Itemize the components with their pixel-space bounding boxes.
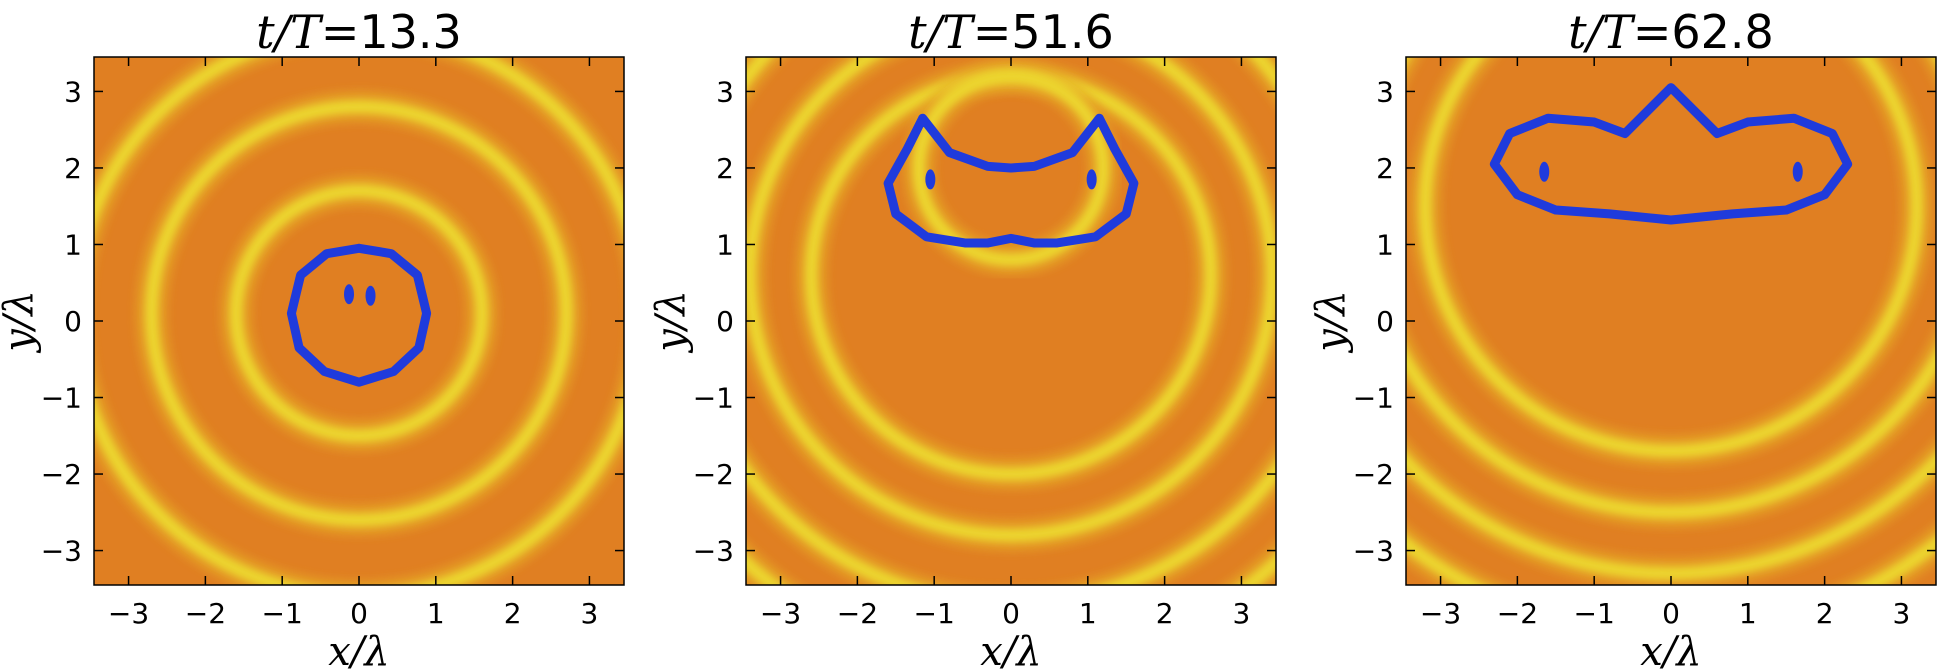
droplet — [1539, 161, 1550, 182]
y-tick-label: −3 — [693, 535, 734, 568]
x-tick-label: −1 — [914, 597, 955, 630]
x-tick-label: −1 — [1574, 597, 1615, 630]
droplet — [365, 285, 376, 306]
droplet — [344, 284, 355, 305]
interface-contour — [883, 113, 1139, 248]
y-tick-label: 3 — [64, 75, 82, 108]
panel-title-variable: t/T — [1568, 5, 1636, 59]
droplet — [1792, 161, 1803, 182]
interface-contour — [1489, 83, 1853, 225]
wave-field — [94, 57, 624, 585]
y-tick-label: −2 — [1353, 458, 1394, 491]
y-axis-label: y/λ — [1308, 290, 1354, 353]
y-tick-label: 2 — [1376, 152, 1394, 185]
y-tick-label: 1 — [1376, 228, 1394, 261]
x-tick-label: 3 — [1233, 597, 1251, 630]
y-tick-label: −1 — [1353, 382, 1394, 415]
y-tick-label: −1 — [41, 382, 82, 415]
panel-3: −3 −2 −1 0 1 2 3 −3 −2 −1 0 1 2 3 x/λ y/λ t/T=62.8 — [1308, 5, 1937, 672]
x-tick-label: 2 — [1816, 597, 1834, 630]
x-tick-label: 0 — [1002, 597, 1020, 630]
y-tick-label: −3 — [41, 535, 82, 568]
x-tick-label: −1 — [262, 597, 303, 630]
y-tick-label: 3 — [716, 75, 734, 108]
y-axis-label: y/λ — [0, 290, 42, 353]
y-tick-label: 3 — [1376, 75, 1394, 108]
panel-title-variable: t/T — [908, 5, 976, 59]
y-tick-label: 2 — [716, 152, 734, 185]
x-tick-label: 2 — [1156, 597, 1174, 630]
x-tick-label: 0 — [350, 597, 368, 630]
x-tick-label: 1 — [427, 597, 445, 630]
panel-title-value: =13.3 — [321, 5, 462, 59]
y-tick-label: 0 — [1376, 305, 1394, 338]
panel-title-variable: t/T — [256, 5, 324, 59]
panel-title: t/T=51.6 — [908, 5, 1114, 59]
panel-title-value: =51.6 — [973, 5, 1114, 59]
y-tick-label: −2 — [41, 458, 82, 491]
x-tick-label: −3 — [108, 597, 149, 630]
x-tick-label: 1 — [1079, 597, 1097, 630]
field-background — [746, 57, 1276, 585]
wave-band — [229, 183, 489, 443]
field-background — [94, 57, 624, 585]
panel-1: −3 −2 −1 0 1 2 3 −3 −2 −1 0 1 2 3 x/λ y/λ t/T=13.3 — [0, 5, 625, 672]
x-axis-label: x/λ — [328, 629, 389, 672]
x-tick-label: 2 — [504, 597, 522, 630]
x-tick-label: −2 — [837, 597, 878, 630]
wave-band — [144, 99, 574, 527]
x-tick-label: 3 — [581, 597, 599, 630]
wave-band — [1406, 57, 1936, 520]
wave-field — [746, 57, 1276, 585]
wave-band — [1418, 57, 1924, 459]
y-tick-label: −3 — [1353, 535, 1394, 568]
x-tick-label: −2 — [185, 597, 226, 630]
x-tick-label: −3 — [760, 597, 801, 630]
wave-band — [746, 57, 1276, 543]
panel-title-value: =62.8 — [1633, 5, 1774, 59]
y-tick-label: 2 — [64, 152, 82, 185]
y-tick-label: −1 — [693, 382, 734, 415]
x-axis-label: x/λ — [980, 629, 1041, 672]
y-tick-label: 0 — [64, 305, 82, 338]
x-tick-label: 1 — [1739, 597, 1757, 630]
x-axis-label: x/λ — [1640, 629, 1701, 672]
y-tick-label: 1 — [716, 228, 734, 261]
y-axis-label: y/λ — [648, 290, 694, 353]
x-tick-label: −2 — [1497, 597, 1538, 630]
wave-band — [1406, 451, 1936, 581]
droplet — [1086, 169, 1097, 190]
y-tick-label: −2 — [693, 458, 734, 491]
y-tick-label: 1 — [64, 228, 82, 261]
panel-title: t/T=13.3 — [256, 5, 462, 59]
wave-field — [1406, 57, 1936, 585]
droplet — [925, 169, 936, 190]
panel-title: t/T=62.8 — [1568, 5, 1774, 59]
y-tick-label: 0 — [716, 305, 734, 338]
x-tick-label: −3 — [1420, 597, 1461, 630]
interface-contour — [286, 243, 432, 387]
panel-2: −3 −2 −1 0 1 2 3 −3 −2 −1 0 1 2 3 x/λ y/λ t/T=51.6 — [648, 5, 1277, 672]
x-tick-label: 0 — [1662, 597, 1680, 630]
wave-band — [911, 69, 1111, 267]
x-tick-label: 3 — [1893, 597, 1911, 630]
